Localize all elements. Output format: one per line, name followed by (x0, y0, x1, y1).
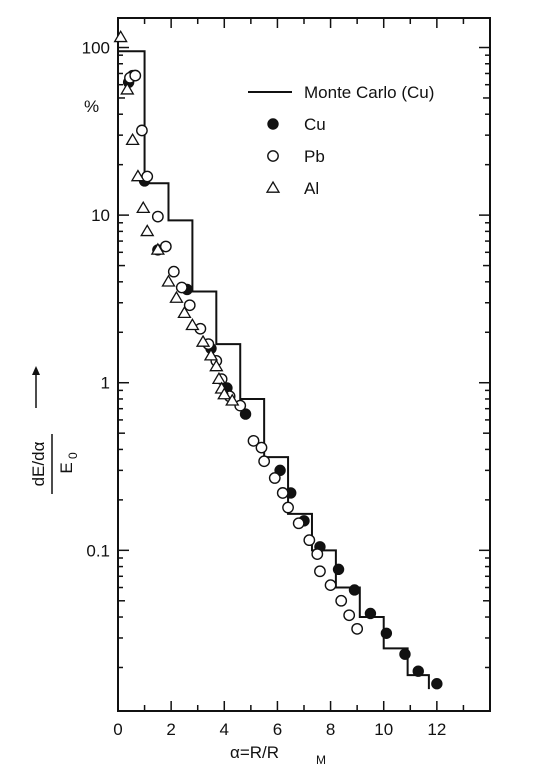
legend-label: Cu (304, 115, 326, 134)
pb-data-point (151, 210, 164, 223)
legend-marker-swatch (267, 150, 279, 162)
x-tick-label: 4 (220, 720, 229, 739)
al-data-point (209, 359, 224, 372)
pb-data-point (255, 441, 268, 454)
al-data-point (211, 371, 227, 385)
y-tick-label: 1 (101, 374, 110, 393)
al-data-point (140, 224, 155, 237)
x-tick-label: 2 (166, 720, 175, 739)
al-data-point (136, 200, 151, 214)
x-tick-label: 6 (273, 720, 282, 739)
pb-data-point (324, 579, 337, 592)
series-layer (113, 30, 443, 690)
pb-data-point (314, 565, 326, 578)
pb-data-point (335, 594, 348, 607)
pb-data-point (276, 487, 289, 499)
legend-item: Pb (267, 147, 325, 166)
legend-item: Al (265, 179, 319, 198)
series-monte-carlo-cu (118, 50, 430, 690)
y-axis-label-denominator: E (57, 462, 76, 473)
pb-data-point (268, 472, 281, 484)
cu-data-point (239, 408, 252, 420)
legend-label: Monte Carlo (Cu) (304, 83, 434, 102)
al-data-point (130, 169, 146, 182)
y-axis-label: dE/dα E 0 (29, 366, 80, 494)
al-data-point (185, 318, 200, 331)
legend-item: Cu (267, 115, 326, 134)
cu-data-point (380, 627, 393, 639)
al-data-point (150, 242, 165, 255)
pb-data-point (282, 501, 294, 514)
pb-data-point (183, 299, 196, 312)
x-axis-label-sub: M (316, 753, 326, 767)
legend: Monte Carlo (Cu) Cu Pb Al (248, 83, 434, 198)
legend-item: Monte Carlo (Cu) (248, 83, 434, 102)
al-data-point (203, 348, 219, 361)
al-data-point (225, 393, 240, 406)
al-data-point (195, 334, 211, 347)
pb-data-point (167, 265, 180, 278)
pb-data-point (292, 517, 305, 530)
pb-data-point (258, 455, 271, 468)
pb-data-point (129, 69, 142, 82)
x-tick-label: 0 (113, 720, 122, 739)
y-axis-ticks: 100 10 1 0.1 (82, 39, 490, 669)
pb-data-point (303, 534, 316, 547)
pb-data-point (351, 622, 364, 635)
al-data-point (177, 305, 192, 319)
al-data-point (169, 290, 184, 303)
y-axis-arrow-head (32, 366, 40, 375)
pb-data-point (343, 609, 356, 622)
pb-data-point (247, 434, 260, 447)
y-tick-label: 100 (82, 39, 110, 58)
al-data-point (125, 132, 140, 146)
y-axis-label-denominator-sub: 0 (66, 452, 80, 459)
x-axis-ticks: 0 2 4 6 8 10 12 (113, 18, 465, 739)
plot-area: 0 2 4 6 8 10 12 100 10 1 0.1 (82, 17, 491, 739)
y-unit-label: % (84, 97, 99, 116)
legend-marker-swatch (265, 180, 281, 193)
pb-data-point (311, 548, 324, 560)
y-axis-label-numerator: dE/dα (29, 441, 48, 486)
monte-carlo-step-line (118, 50, 430, 690)
legend-label: Pb (304, 147, 325, 166)
series-pb (124, 69, 364, 635)
y-tick-label: 0.1 (86, 541, 110, 560)
pb-data-point (136, 124, 148, 137)
series-cu (122, 69, 443, 690)
cu-data-point (332, 563, 345, 576)
x-tick-label: 8 (326, 720, 335, 739)
al-data-point (217, 387, 232, 400)
x-axis-label-text: α=R/R (230, 743, 279, 762)
al-data-point (120, 82, 135, 95)
series-al (113, 30, 240, 406)
cu-data-point (412, 665, 424, 677)
x-tick-label: 12 (427, 720, 446, 739)
legend-marker-swatch (267, 118, 279, 130)
cu-data-point (348, 584, 361, 596)
al-data-point (113, 30, 128, 43)
pb-data-point (175, 281, 188, 294)
y-tick-label: 10 (91, 206, 110, 225)
al-data-point (161, 274, 176, 287)
x-axis-label: α=R/R M (230, 743, 326, 767)
cu-data-point (399, 648, 411, 660)
cu-data-point (431, 678, 443, 690)
pb-data-point (159, 240, 172, 253)
x-tick-label: 10 (374, 720, 393, 739)
legend-label: Al (304, 179, 319, 198)
cu-data-point (364, 607, 377, 620)
